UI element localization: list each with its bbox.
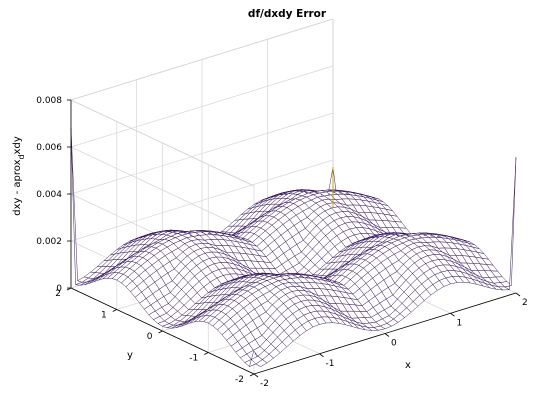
x-tick-label: 1 (457, 318, 463, 328)
z-tick-label: 0.004 (36, 190, 62, 200)
y-tick-labels: -2 -1 0 1 2 (55, 287, 255, 385)
x-tick-label: -2 (260, 379, 269, 389)
x-tick-label: -1 (326, 359, 335, 369)
y-tick-mark (158, 330, 163, 334)
z-axis-label: dxy - aproxdxdy (12, 136, 26, 216)
z-axis-label-sub: d (17, 154, 26, 159)
z-tick-label: 0.006 (36, 143, 62, 153)
chart-title: df/dxdy Error (248, 8, 327, 20)
y-tick-label: -1 (189, 354, 198, 364)
z-tick-label: 0 (56, 284, 62, 294)
x-tick-label: 0 (391, 339, 397, 349)
x-tick-mark (253, 373, 259, 378)
x-tick-mark (319, 353, 324, 358)
y-tick-mark (112, 309, 117, 312)
z-tick-labels: 0 0.002 0.004 0.006 0.008 (36, 96, 71, 294)
y-tick-label: -2 (235, 375, 244, 385)
z-axis-label-tail: xdy (12, 136, 23, 154)
surface-mesh (70, 128, 517, 368)
z-tick-label: 0.002 (36, 237, 62, 247)
z-tick-label: 0.008 (36, 96, 62, 106)
y-tick-mark (249, 373, 255, 377)
y-tick-label: 1 (101, 311, 107, 321)
svg-text:dxy - aproxdxdy: dxy - aproxdxdy (12, 136, 26, 216)
z-axis-label-main: dxy - aprox (12, 159, 23, 215)
surface-patch (504, 157, 517, 291)
y-axis-label: y (127, 350, 133, 361)
y-tick-label: 2 (55, 289, 61, 299)
y-tick-mark (204, 352, 209, 355)
x-tick-mark (450, 312, 455, 317)
x-axis-label: x (405, 360, 411, 371)
x-tick-label: 2 (522, 298, 528, 308)
x-tick-mark (384, 333, 390, 337)
y-tick-label: 0 (147, 332, 153, 342)
x-tick-mark (515, 292, 521, 297)
y-tick-mark (66, 287, 72, 291)
x-tick-labels: -2 -1 0 1 2 (253, 292, 528, 389)
